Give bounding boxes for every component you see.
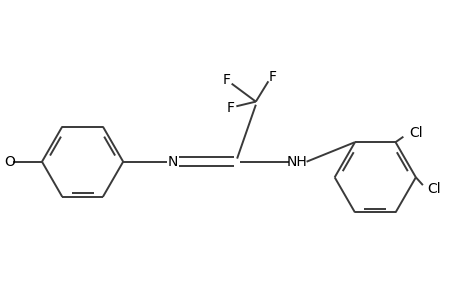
Text: N: N: [167, 155, 177, 169]
Text: F: F: [226, 101, 235, 115]
Text: F: F: [269, 70, 276, 84]
Text: F: F: [222, 73, 230, 87]
Text: Cl: Cl: [409, 126, 422, 140]
Text: O: O: [4, 155, 15, 169]
Text: Cl: Cl: [426, 182, 440, 196]
Text: NH: NH: [286, 155, 307, 169]
